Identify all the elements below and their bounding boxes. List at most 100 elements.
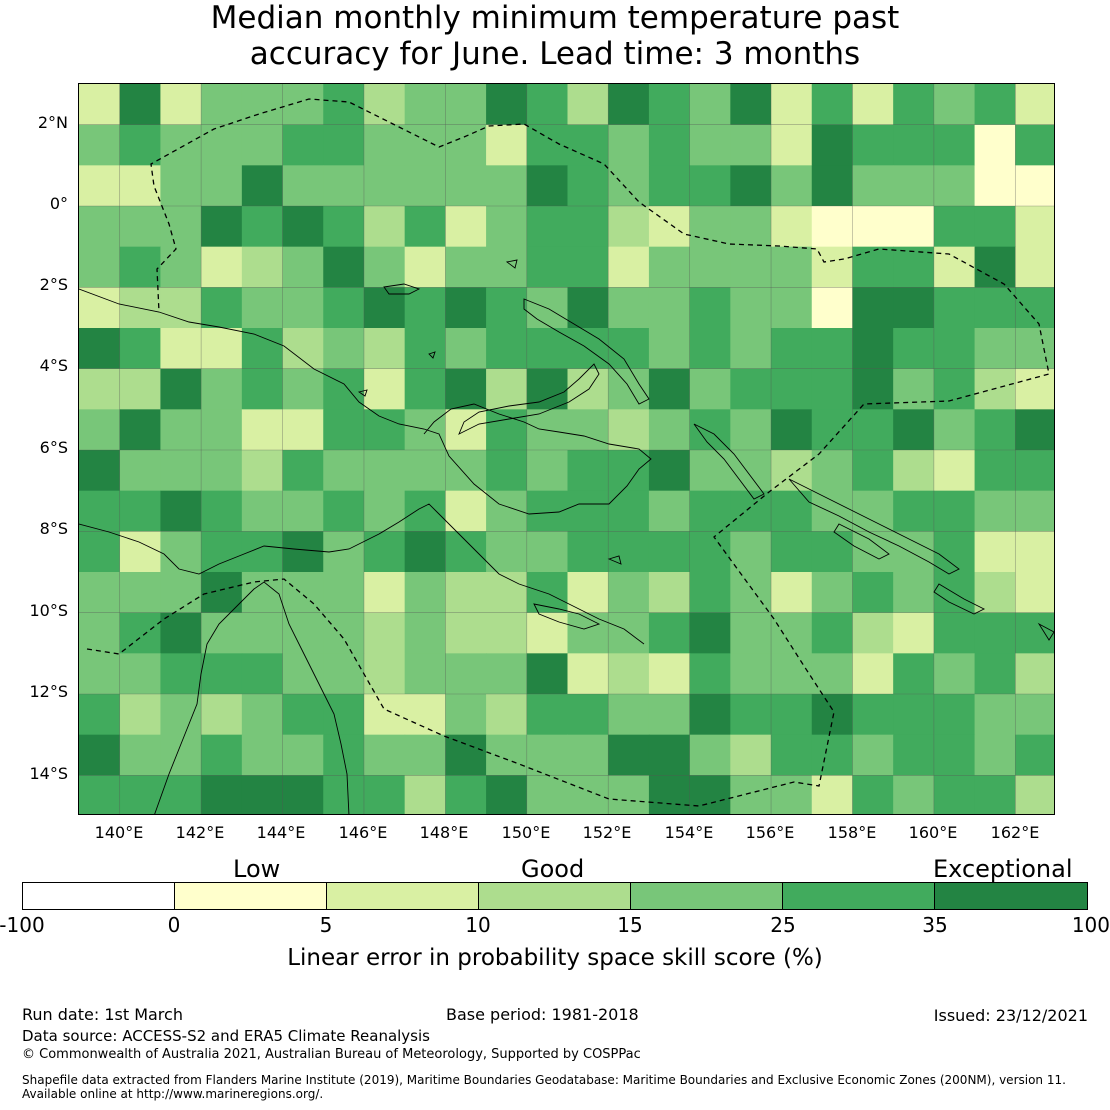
grid-cell xyxy=(648,409,691,451)
grid-cell xyxy=(689,653,731,695)
grid-cell xyxy=(608,572,650,614)
grid-cell xyxy=(526,612,568,654)
grid-cell xyxy=(974,409,1016,451)
grid-cell xyxy=(730,653,772,695)
grid-cell xyxy=(119,572,161,614)
grid-cell xyxy=(282,612,324,654)
grid-cell xyxy=(79,531,121,573)
grid-cell xyxy=(608,531,650,573)
grid-cell xyxy=(648,368,691,410)
grid-cell xyxy=(811,328,853,370)
lon-tick-158e: 158°E xyxy=(827,823,877,842)
grid-cell xyxy=(811,246,853,288)
grid-cell xyxy=(79,206,121,248)
grid-cell xyxy=(241,124,284,166)
grid-cell xyxy=(79,572,121,614)
grid-cell xyxy=(730,694,772,736)
grid-cell xyxy=(445,84,487,126)
grid-cell xyxy=(852,775,894,814)
grid-cell xyxy=(323,612,365,654)
grid-cell xyxy=(160,572,202,614)
lat-tick-0: 0° xyxy=(49,194,68,213)
grid-cell xyxy=(974,165,1016,207)
grid-cell xyxy=(282,450,324,492)
grid-cell xyxy=(445,734,487,776)
grid-cell xyxy=(486,531,528,573)
coastlines xyxy=(79,259,1054,814)
grid-cell xyxy=(771,165,813,207)
grid-cell xyxy=(363,246,406,288)
grid-cell xyxy=(648,124,691,166)
copyright-notice: © Commonwealth of Australia 2021, Austra… xyxy=(22,1047,641,1062)
grid-cell xyxy=(526,775,568,814)
grid-cell xyxy=(893,206,935,248)
grid-cell xyxy=(201,287,243,329)
grid-cell xyxy=(1015,124,1054,166)
shapefile-credit-line-1: Shapefile data extracted from Flanders M… xyxy=(22,1073,1066,1087)
grid-cell xyxy=(730,531,772,573)
grid-cell xyxy=(201,531,243,573)
grid-cell xyxy=(1015,246,1054,288)
lon-tick-144e: 144°E xyxy=(256,823,306,842)
grid-cell xyxy=(689,612,731,654)
grid-cell xyxy=(648,734,691,776)
grid-cell xyxy=(1015,531,1054,573)
grid-cell xyxy=(160,368,202,410)
grid-cell xyxy=(608,165,650,207)
grid-cell xyxy=(730,206,772,248)
grid-cell xyxy=(893,490,935,532)
manus-island-coastline xyxy=(383,283,421,295)
grid-cell xyxy=(201,206,243,248)
guadalcanal-coastline xyxy=(833,523,890,560)
grid-cell xyxy=(323,775,365,814)
grid-cell xyxy=(486,368,528,410)
grid-cell xyxy=(730,246,772,288)
grid-cell xyxy=(893,328,935,370)
lat-tick-10s: 10°S xyxy=(29,601,68,620)
grid-cell xyxy=(445,490,487,532)
grid-cell xyxy=(933,287,976,329)
grid-cell xyxy=(201,165,243,207)
grid-cell xyxy=(323,206,365,248)
grid-cell xyxy=(363,572,406,614)
grid-cell xyxy=(526,368,568,410)
colorbar-segment-5 xyxy=(783,883,935,909)
grid-cell xyxy=(567,612,609,654)
grid-cell xyxy=(445,165,487,207)
grid-cell xyxy=(201,653,243,695)
grid-cell xyxy=(730,368,772,410)
grid-cell xyxy=(445,653,487,695)
grid-cell xyxy=(526,84,568,126)
grid-cell xyxy=(119,450,161,492)
grid-cell xyxy=(730,612,772,654)
grid-cell xyxy=(852,206,894,248)
grid-cell xyxy=(241,368,284,410)
grid-cell xyxy=(771,124,813,166)
grid-cell xyxy=(160,84,202,126)
grid-cell xyxy=(730,775,772,814)
grid-cell xyxy=(852,287,894,329)
grid-cell xyxy=(404,84,446,126)
grid-cell xyxy=(201,490,243,532)
lon-tick-148e: 148°E xyxy=(419,823,469,842)
grid-cell xyxy=(201,328,243,370)
grid-cell xyxy=(608,246,650,288)
map-title-line-2: accuracy for June. Lead time: 3 months xyxy=(249,36,861,72)
grid-cell xyxy=(323,409,365,451)
grid-cell xyxy=(79,84,121,126)
map-title-line-1: Median monthly minimum temperature past xyxy=(210,0,900,36)
grid-cell xyxy=(771,409,813,451)
grid-cell xyxy=(648,612,691,654)
grid-cell xyxy=(119,368,161,410)
grid-cell xyxy=(1015,328,1054,370)
grid-cell xyxy=(974,653,1016,695)
grid-cell xyxy=(363,612,406,654)
grid-cell xyxy=(119,734,161,776)
grid-cell xyxy=(160,287,202,329)
grid-cell xyxy=(771,531,813,573)
run-date: Run date: 1st March xyxy=(22,1005,183,1024)
skill-score-map xyxy=(78,83,1055,815)
grid-cell xyxy=(160,246,202,288)
grid-cell xyxy=(933,206,976,248)
grid-cell xyxy=(241,246,284,288)
